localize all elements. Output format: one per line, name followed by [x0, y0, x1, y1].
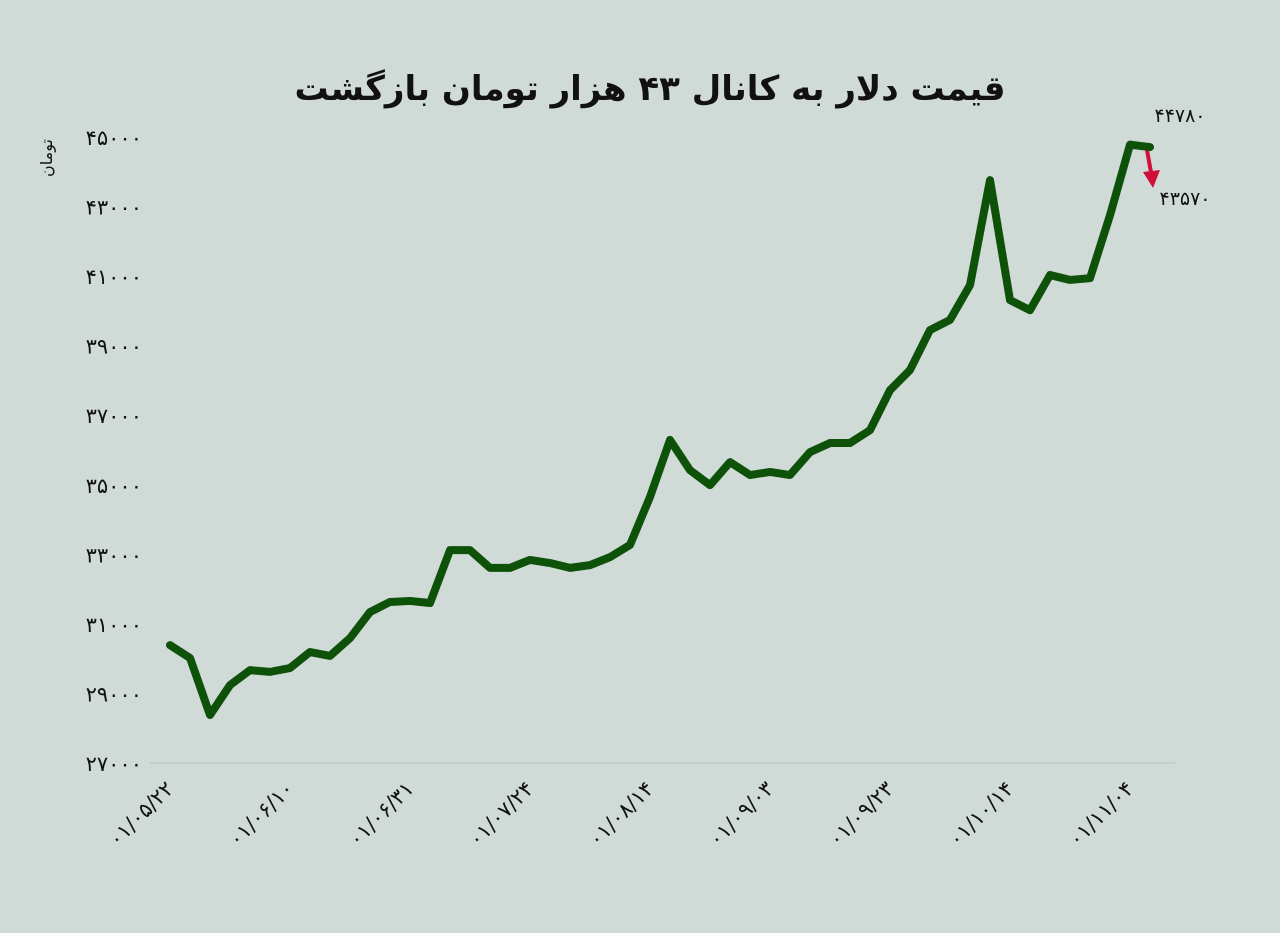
y-tick-label: ۳۳۰۰۰ — [86, 543, 142, 567]
y-tick-label: ۴۵۰۰۰ — [86, 126, 142, 150]
y-axis-label: تومان — [37, 139, 57, 177]
x-tick-label: ۰۱/۱۰/۱۴ — [944, 777, 1019, 852]
annotation: ۴۳۵۷۰ — [1159, 188, 1210, 210]
x-tick-label: ۰۱/۱۱/۰۴ — [1064, 777, 1139, 852]
annotation: ۴۴۷۸۰ — [1154, 105, 1205, 127]
x-tick-label: ۰۱/۰۸/۱۴ — [584, 777, 659, 852]
y-tick-label: ۳۱۰۰۰ — [86, 613, 142, 637]
y-tick-label: ۴۳۰۰۰ — [86, 196, 142, 220]
x-tick-label: ۰۱/۰۶/۳۱ — [344, 777, 419, 852]
x-tick-label: ۰۱/۰۵/۲۲ — [104, 777, 179, 852]
y-tick-label: ۳۵۰۰۰ — [86, 474, 142, 498]
x-tick-label: ۰۱/۰۷/۲۴ — [464, 777, 539, 852]
y-tick-label: ۳۹۰۰۰ — [86, 335, 142, 359]
y-tick-label: ۴۱۰۰۰ — [86, 265, 142, 289]
x-tick-label: ۰۱/۰۹/۲۳ — [824, 777, 899, 852]
line — [166, 140, 1154, 720]
y-tick-label: ۲۷۰۰۰ — [86, 752, 142, 776]
y-tick-label: ۳۷۰۰۰ — [86, 404, 142, 428]
arrow-head — [1143, 170, 1160, 188]
y-tick-label: ۲۹۰۰۰ — [86, 682, 142, 706]
chart-title: قیمت دلار به کانال ۴۳ هزار تومان بازگشت — [295, 69, 1006, 109]
x-tick-label: ۰۱/۰۹/۰۳ — [704, 777, 779, 852]
x-tick-label: ۰۱/۰۶/۱۰ — [224, 777, 299, 852]
